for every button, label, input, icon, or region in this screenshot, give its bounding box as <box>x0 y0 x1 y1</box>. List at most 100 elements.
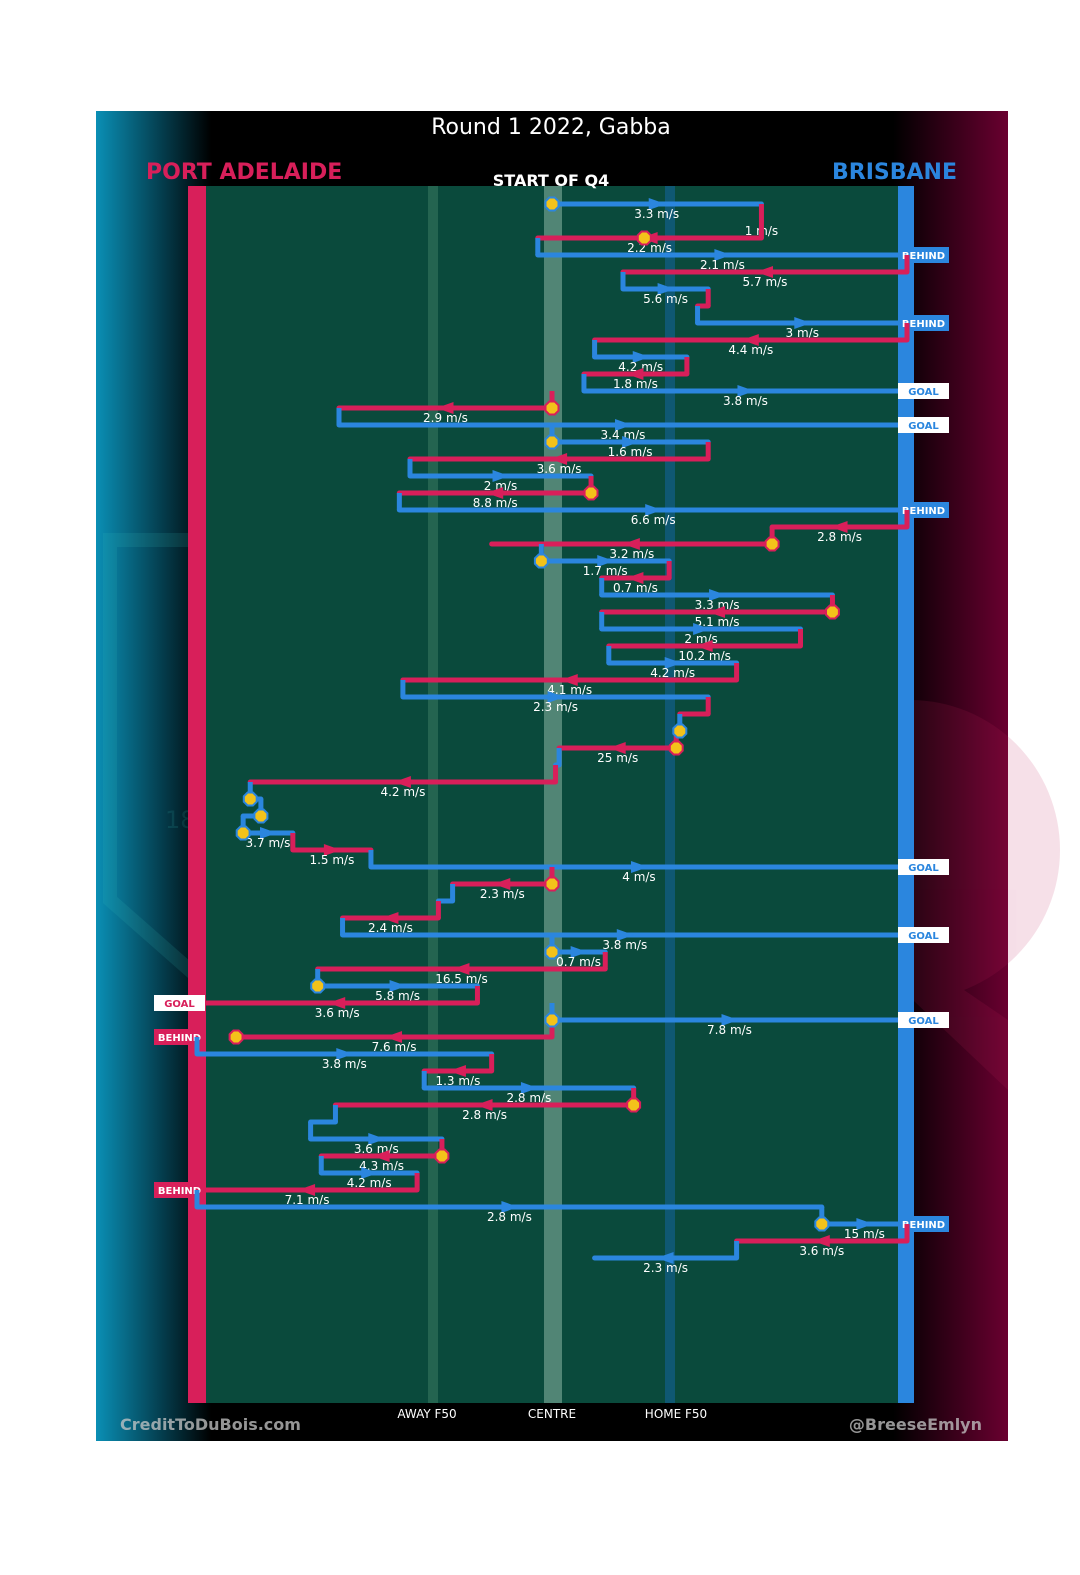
outcome-badge <box>154 995 205 1011</box>
speed-label: 6.6 m/s <box>631 513 676 527</box>
speed-label: 1.5 m/s <box>309 853 354 867</box>
direction-arrow <box>570 946 588 958</box>
direction-arrow <box>501 1201 519 1213</box>
direction-arrow <box>452 963 470 975</box>
speed-label: 10.2 m/s <box>678 649 731 663</box>
speed-label: 3.8 m/s <box>723 394 768 408</box>
away-team-name: PORT ADELAIDE <box>146 160 342 185</box>
outcome-label: BEHIND <box>902 319 945 330</box>
direction-arrow <box>615 419 632 431</box>
speed-label: 5.6 m/s <box>643 292 688 306</box>
speed-label: 4.2 m/s <box>347 1176 392 1190</box>
stoppage-marker <box>544 876 560 892</box>
speed-label: 3.6 m/s <box>537 462 582 476</box>
speed-label: 2.4 m/s <box>368 921 413 935</box>
direction-arrow <box>812 1235 830 1247</box>
direction-arrow <box>714 249 732 261</box>
direction-arrow <box>630 861 648 873</box>
outcome-label: BEHIND <box>158 1186 201 1197</box>
direction-arrow <box>520 1082 538 1094</box>
direction-arrow <box>645 504 663 516</box>
stoppage-marker <box>583 485 599 501</box>
outcome-label: BEHIND <box>158 1033 201 1044</box>
direction-arrow <box>597 555 615 567</box>
speed-label: 5.7 m/s <box>743 275 788 289</box>
speed-label: 1.3 m/s <box>435 1074 480 1088</box>
centre-line <box>544 186 562 1403</box>
direction-arrow <box>695 640 713 652</box>
stoppage-marker <box>544 196 560 212</box>
speed-label: 2.1 m/s <box>700 258 745 272</box>
direction-arrow <box>626 368 644 380</box>
direction-arrow <box>721 1014 739 1026</box>
stoppage-marker <box>626 1097 642 1113</box>
direction-arrow <box>328 997 346 1009</box>
direction-arrow <box>626 572 644 584</box>
speed-label: 2.8 m/s <box>817 530 862 544</box>
credit-left: CreditToDuBois.com <box>120 1415 301 1434</box>
speed-label: 5.8 m/s <box>375 989 420 1003</box>
speed-label: 2 m/s <box>484 479 517 493</box>
speed-label: 4.4 m/s <box>728 343 773 357</box>
stoppage-marker <box>814 1216 830 1232</box>
direction-arrow <box>323 844 341 856</box>
direction-arrow <box>493 878 511 890</box>
credit-right: @BreeseEmlyn <box>849 1415 982 1434</box>
outcome-badge <box>898 315 949 331</box>
direction-arrow <box>756 266 773 278</box>
direction-arrow <box>632 351 650 363</box>
centre-tick-label: CENTRE <box>528 1407 576 1421</box>
outcome-badge <box>898 859 949 875</box>
speed-label: 25 m/s <box>597 751 638 765</box>
outcome-badge <box>898 927 949 943</box>
direction-arrow <box>448 1065 466 1077</box>
direction-arrow <box>492 470 510 482</box>
speed-label: 3.3 m/s <box>695 598 740 612</box>
direction-arrow <box>622 538 640 550</box>
stoppage-marker <box>668 740 684 756</box>
outcome-label: BEHIND <box>902 251 945 262</box>
speed-label: 2.8 m/s <box>487 1210 532 1224</box>
direction-arrow <box>648 198 666 210</box>
stoppage-marker <box>310 978 326 994</box>
stoppage-marker <box>544 434 560 450</box>
direction-arrow <box>657 283 675 295</box>
stoppage-marker <box>434 1148 450 1164</box>
outcome-badge <box>898 1012 949 1028</box>
direction-arrow <box>794 317 812 329</box>
speed-label: 1.8 m/s <box>613 377 658 391</box>
speed-label: 4.2 m/s <box>618 360 663 374</box>
direction-arrow <box>361 1167 379 1179</box>
stoppage-marker <box>672 723 688 739</box>
chart-title: Round 1 2022, Gabba <box>431 115 671 140</box>
stoppage-marker <box>253 808 269 824</box>
speed-label: 2.3 m/s <box>480 887 525 901</box>
direction-arrow <box>608 742 626 754</box>
away-goal-bar <box>188 186 206 1403</box>
stoppage-marker <box>825 604 840 620</box>
speed-label: 4 m/s <box>622 870 655 884</box>
outcome-badge <box>898 383 949 399</box>
stoppage-marker <box>533 553 549 569</box>
direction-arrow <box>737 385 755 397</box>
outcome-label: GOAL <box>164 999 195 1010</box>
chart-subtitle: START OF Q4 <box>493 171 610 190</box>
outcome-label: GOAL <box>908 863 939 874</box>
outcome-label: BEHIND <box>902 506 945 517</box>
speed-label: 2.9 m/s <box>423 411 468 425</box>
speed-label: 3.7 m/s <box>246 836 291 850</box>
direction-arrow <box>368 1133 386 1145</box>
outcome-label: GOAL <box>908 931 939 942</box>
stoppage-marker <box>544 400 560 416</box>
stoppage-marker <box>636 230 652 246</box>
home-goal-bar <box>898 186 914 1403</box>
speed-label: 7.6 m/s <box>372 1040 417 1054</box>
speed-label: 15 m/s <box>844 1227 885 1241</box>
home-team-name: BRISBANE <box>832 160 957 185</box>
speed-label: 0.7 m/s <box>613 581 658 595</box>
outcome-badge <box>898 417 949 433</box>
speed-label: 2.8 m/s <box>462 1108 507 1122</box>
direction-arrow <box>616 929 634 941</box>
